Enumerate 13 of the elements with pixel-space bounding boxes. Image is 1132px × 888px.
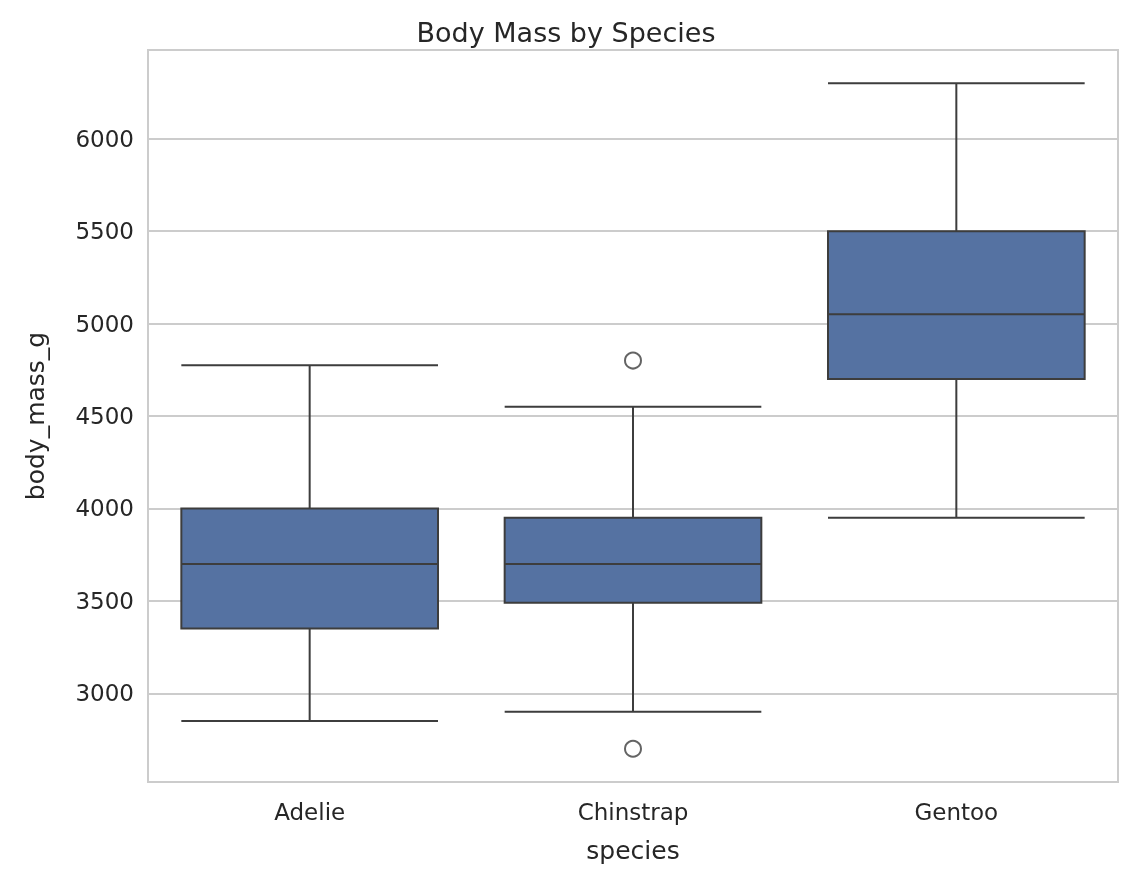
x-tick-label: Chinstrap [577, 798, 689, 825]
y-tick-label: 4500 [75, 403, 134, 429]
y-tick-label: 4000 [75, 495, 134, 522]
x-tick-label: Gentoo [914, 798, 999, 825]
y-tick-label: 3500 [75, 587, 134, 614]
y-tick-label: 3000 [75, 680, 134, 707]
y-tick-label: 5000 [75, 310, 134, 337]
y-tick-label: 5500 [75, 218, 134, 245]
x-axis-title: species [586, 836, 680, 865]
x-tick-label: Adelie [274, 798, 346, 825]
y-axis-title: body_mass_g [21, 331, 50, 501]
chart-title: Body Mass by Species [416, 17, 716, 48]
y-tick-label: 6000 [75, 125, 134, 152]
